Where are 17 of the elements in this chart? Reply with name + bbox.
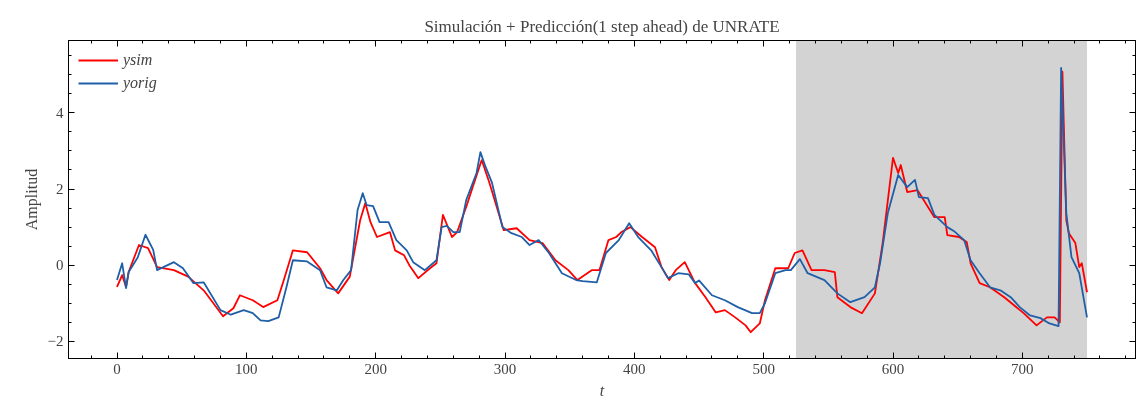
legend-label: ysim: [123, 51, 153, 69]
y-tick-label: 0: [56, 257, 64, 274]
x-tick-label: 700: [1011, 360, 1034, 377]
x-tick-label: 0: [113, 360, 121, 377]
chart-title: Simulación + Predicción(1 step ahead) de UNRATE: [424, 16, 780, 36]
y-tick-label: 4: [56, 104, 64, 121]
x-tick-label: 400: [623, 360, 646, 377]
y-tick-label: −2: [47, 333, 64, 350]
y-tick-label: 2: [56, 181, 64, 198]
x-tick-label: 100: [235, 360, 258, 377]
y-axis-title: Amplitud: [22, 168, 41, 231]
x-tick-label: 200: [364, 360, 387, 377]
x-tick-label: 300: [493, 360, 517, 377]
x-tick-label: 500: [752, 360, 775, 377]
x-tick-label: 600: [881, 360, 905, 377]
x-axis-title: t: [599, 381, 605, 399]
legend-label: yorig: [123, 74, 157, 92]
